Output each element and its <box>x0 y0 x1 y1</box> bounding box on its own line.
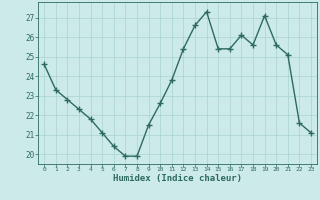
X-axis label: Humidex (Indice chaleur): Humidex (Indice chaleur) <box>113 174 242 183</box>
